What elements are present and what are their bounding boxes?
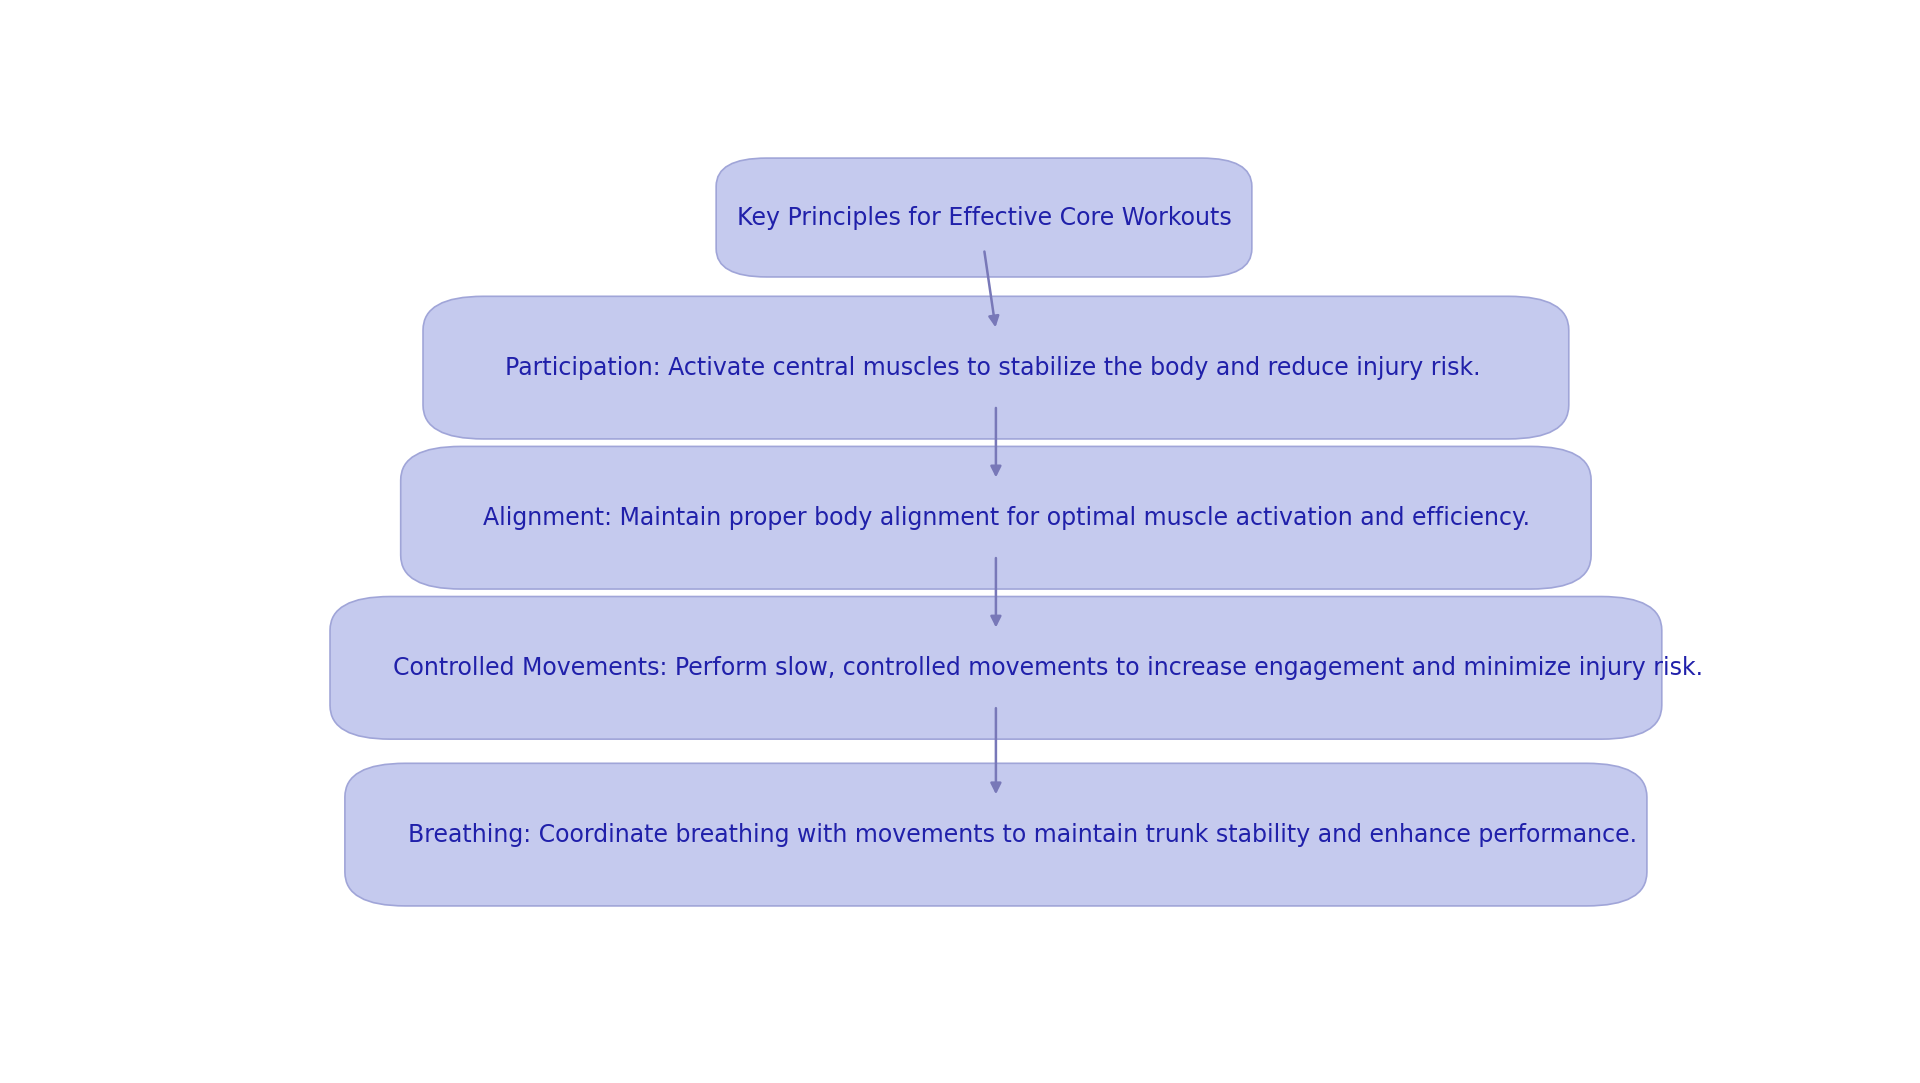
FancyBboxPatch shape bbox=[401, 446, 1592, 589]
FancyBboxPatch shape bbox=[422, 297, 1569, 439]
Text: Breathing: Coordinate breathing with movements to maintain trunk stability and e: Breathing: Coordinate breathing with mov… bbox=[409, 823, 1638, 847]
FancyBboxPatch shape bbox=[346, 764, 1647, 905]
Text: Key Principles for Effective Core Workouts: Key Principles for Effective Core Workou… bbox=[737, 206, 1231, 230]
Text: Controlled Movements: Perform slow, controlled movements to increase engagement : Controlled Movements: Perform slow, cont… bbox=[394, 656, 1703, 680]
FancyBboxPatch shape bbox=[716, 158, 1252, 277]
Text: Alignment: Maintain proper body alignment for optimal muscle activation and effi: Alignment: Maintain proper body alignmen… bbox=[482, 506, 1530, 530]
FancyBboxPatch shape bbox=[330, 597, 1663, 739]
Text: Participation: Activate central muscles to stabilize the body and reduce injury : Participation: Activate central muscles … bbox=[505, 355, 1480, 380]
